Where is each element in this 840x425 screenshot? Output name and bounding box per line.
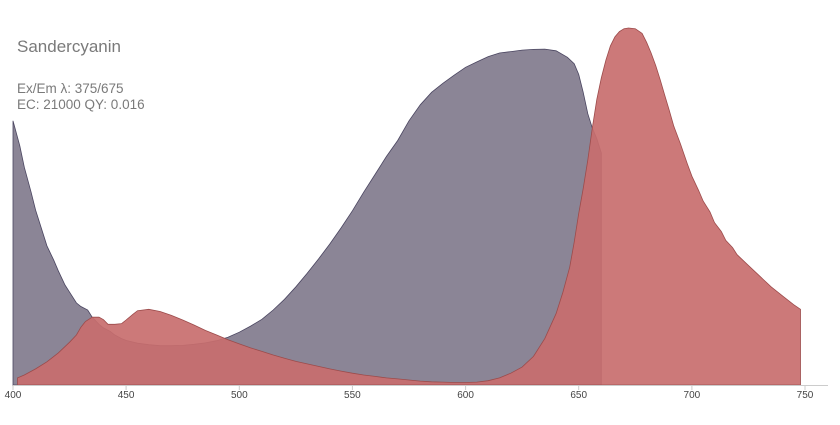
x-tick-label: 700 (684, 390, 701, 401)
emission-spectrum-area (17, 27, 801, 386)
x-tick-label: 450 (118, 390, 135, 401)
x-tick-label: 650 (570, 390, 587, 401)
chart-title: Sandercyanin (17, 37, 121, 56)
x-tick-label: 500 (231, 390, 248, 401)
excitation-spectrum-area (12, 48, 602, 386)
x-tick-label: 400 (5, 390, 22, 401)
x-tick-label: 750 (797, 390, 814, 401)
ec-qy-label: EC: 21000 QY: 0.016 (17, 97, 145, 112)
spectrum-areas (12, 27, 801, 386)
ex-em-wavelength-label: Ex/Em λ: 375/675 (17, 81, 124, 96)
x-axis-ticks: 400 450 500 550 600 650 700 750 (5, 385, 814, 401)
x-tick-label: 600 (457, 390, 474, 401)
x-tick-label: 550 (344, 390, 361, 401)
